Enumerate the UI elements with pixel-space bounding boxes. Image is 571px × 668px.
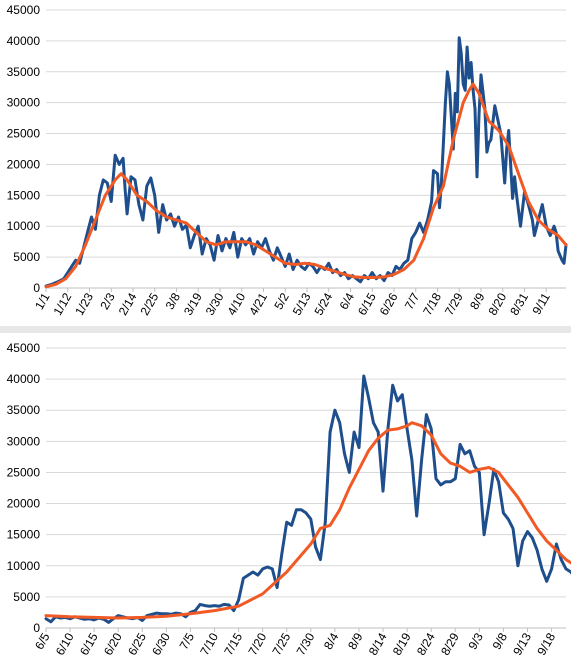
bottom-x-tick-label: 7/20 — [245, 630, 269, 658]
chart-top-svg: 0 5000 10000 15000 20000 25000 30000 35000 40000… — [7, 3, 568, 318]
chart-bottom-svg: 0 5000 10000 15000 20000 25000 30000 35000 40000… — [7, 341, 571, 658]
top-x-tick-label: 5/13 — [290, 290, 314, 318]
top-x-tick-label: 3/19 — [181, 290, 205, 318]
top-x-tick-label: 4/21 — [246, 290, 270, 318]
top-x-tick-label: 6/15 — [355, 290, 379, 318]
bottom-y-tick-label: 0 — [33, 621, 40, 635]
bottom-x-tick-label: 6/10 — [53, 630, 77, 658]
top-x-tick-label: 8/20 — [486, 290, 510, 318]
top-x-tick-label: 2/3 — [97, 290, 118, 312]
top-y-tick-label: 40000 — [7, 34, 41, 48]
top-x-tick-label: 8/31 — [507, 290, 531, 318]
bottom-x-tick-label: 9/3 — [465, 630, 486, 652]
top-y-tick-label: 15000 — [7, 188, 41, 202]
chart-bottom: 0 5000 10000 15000 20000 25000 30000 35000 40000… — [0, 333, 571, 668]
bottom-x-tick-label: 7/25 — [270, 630, 294, 658]
top-x-tick-label: 6/26 — [377, 290, 401, 318]
top-smoothed-series-line — [44, 82, 568, 289]
top-x-tick-label: 3/30 — [203, 290, 227, 318]
bottom-x-tick-label: 9/8 — [490, 630, 511, 652]
bottom-y-tick-label: 10000 — [7, 559, 41, 573]
top-y-tick-label: 30000 — [7, 96, 41, 110]
top-x-tick-label: 5/24 — [312, 290, 336, 318]
chart-top: 0 5000 10000 15000 20000 25000 30000 35000 40000… — [0, 0, 571, 326]
bottom-x-tick-label: 9/18 — [534, 630, 558, 658]
bottom-x-tick-label: 9/13 — [510, 630, 534, 658]
top-x-tick-label: 2/14 — [116, 290, 140, 318]
top-x-tick-label: 8/9 — [467, 290, 488, 312]
bottom-y-tick-label: 45000 — [7, 341, 41, 355]
top-x-tick-label: 4/10 — [225, 290, 249, 318]
top-x-tick-label: 5/2 — [271, 290, 292, 312]
top-y-tick-label: 25000 — [7, 127, 41, 141]
top-y-tick-label: 20000 — [7, 157, 41, 171]
bottom-y-tick-label: 40000 — [7, 372, 41, 386]
top-x-tick-label: 6/4 — [337, 290, 358, 312]
bottom-y-tick-label: 35000 — [7, 403, 41, 417]
bottom-y-tick-label: 15000 — [7, 528, 41, 542]
top-x-tick-label: 3/8 — [163, 290, 184, 312]
bottom-y-tick-label: 20000 — [7, 497, 41, 511]
bottom-x-tick-label: 7/5 — [177, 630, 198, 652]
top-x-tick-label: 7/7 — [402, 290, 423, 312]
top-x-tick-label: 2/25 — [138, 290, 162, 318]
top-y-tick-label: 5000 — [13, 250, 40, 264]
bottom-x-tick-label: 7/30 — [294, 630, 318, 658]
top-y-tick-label: 10000 — [7, 219, 41, 233]
bottom-x-tick-label: 8/24 — [414, 630, 438, 658]
top-x-tick-label: 7/29 — [442, 290, 466, 318]
bottom-y-tick-label: 30000 — [7, 434, 41, 448]
top-x-tick-label: 7/18 — [420, 290, 444, 318]
bottom-x-tick-label: 6/30 — [149, 630, 173, 658]
bottom-x-tick-label: 8/14 — [366, 630, 390, 658]
bottom-x-tick-label: 6/15 — [77, 630, 101, 658]
bottom-x-tick-label: 8/4 — [321, 630, 342, 652]
bottom-y-tick-label: 25000 — [7, 465, 41, 479]
bottom-x-tick-label: 7/10 — [197, 630, 221, 658]
top-daily-series-line — [44, 36, 568, 288]
bottom-x-tick-label: 8/19 — [390, 630, 414, 658]
bottom-x-tick-label: 6/25 — [125, 630, 149, 658]
top-x-tick-label: 1/12 — [51, 290, 75, 318]
bottom-x-tick-label: 7/15 — [221, 630, 245, 658]
bottom-x-tick-label: 8/29 — [438, 630, 462, 658]
top-y-tick-label: 45000 — [7, 3, 41, 17]
bottom-y-tick-label: 5000 — [13, 590, 40, 604]
bottom-smoothed-series-line — [44, 421, 571, 620]
bottom-daily-series-line — [44, 374, 571, 624]
bottom-x-tick-label: 8/9 — [345, 630, 366, 652]
top-x-tick-label: 9/11 — [529, 290, 553, 317]
top-x-tick-label: 1/23 — [72, 290, 96, 318]
chart-separator — [0, 326, 571, 333]
bottom-x-tick-label: 6/20 — [101, 630, 125, 658]
top-y-tick-label: 35000 — [7, 65, 41, 79]
top-y-tick-label: 0 — [33, 281, 40, 295]
